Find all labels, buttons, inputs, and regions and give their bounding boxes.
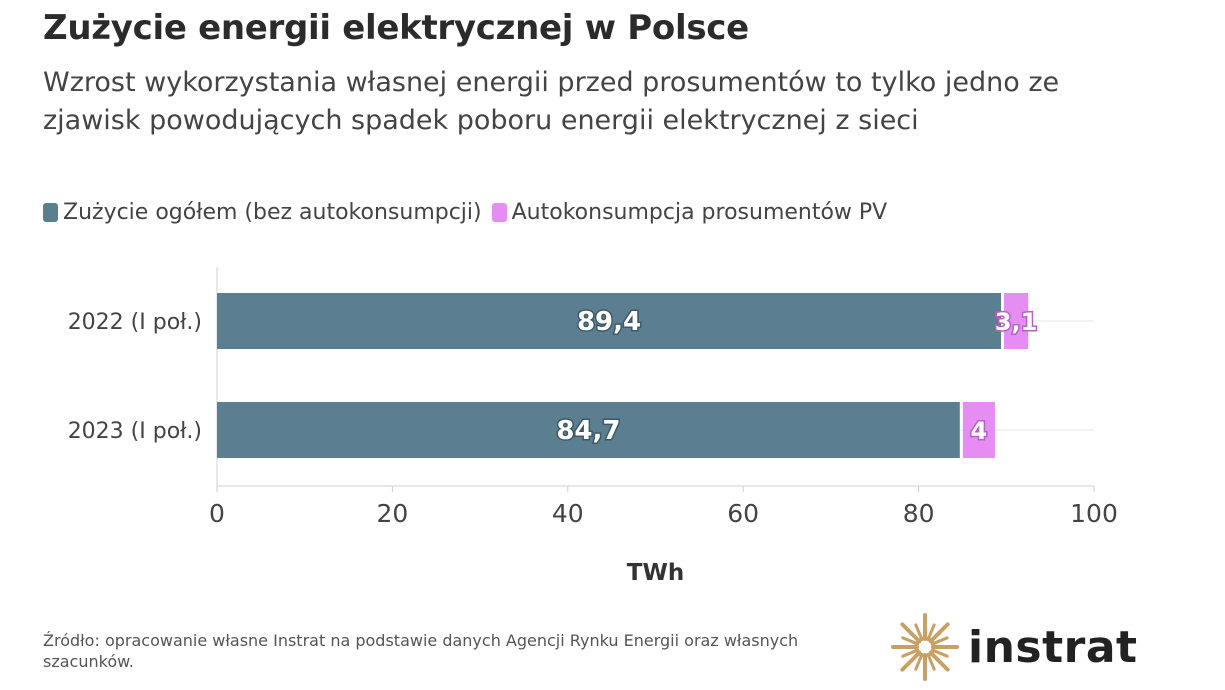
x-tick-label: 0 (209, 499, 225, 528)
logo-ray (930, 636, 949, 646)
logo-ray (914, 652, 924, 671)
logo-ray (926, 623, 936, 642)
bar-autoconsumption[interactable] (962, 402, 995, 458)
chart-legend: Zużycie ogółem (bez autokonsumpcji) Auto… (43, 200, 897, 225)
logo-text: instrat (968, 621, 1138, 673)
x-tick-label: 40 (552, 499, 584, 528)
chart-subtitle: Wzrost wykorzystania własnej energii prz… (43, 67, 1060, 136)
legend-label-total: Zużycie ogółem (bez autokonsumpcji) (63, 200, 482, 225)
logo-ray (926, 652, 936, 671)
logo-ray (901, 636, 920, 646)
instrat-logo: instrat (890, 612, 1138, 682)
logo-ray (900, 622, 922, 644)
x-tick-label: 100 (1070, 499, 1118, 528)
instrat-sun-logo-icon (891, 613, 959, 681)
logo-ray (914, 623, 924, 642)
legend-item-autoconsumption[interactable]: Autokonsumpcja prosumentów PV (491, 200, 888, 225)
x-tick-label: 20 (376, 499, 408, 528)
logo-ray (901, 648, 920, 658)
source-note: Źródło: opracowanie własne Instrat na po… (43, 631, 799, 671)
data-label: 89,4 (577, 307, 641, 337)
legend-swatch-total (43, 203, 58, 222)
bar-total[interactable] (217, 402, 960, 458)
legend-item-total[interactable]: Zużycie ogółem (bez autokonsumpcji) (43, 200, 482, 225)
chart-title: Zużycie energii elektrycznej w Polsce (43, 8, 749, 48)
category-label: 2022 (I poł.) (68, 310, 202, 335)
legend-label-autoconsumption: Autokonsumpcja prosumentów PV (511, 200, 888, 225)
logo-ray (928, 622, 950, 644)
logo-ray (930, 648, 949, 658)
bar-total[interactable] (217, 293, 1002, 349)
x-axis-title: TWh (627, 560, 684, 586)
x-tick-label: 80 (903, 499, 935, 528)
data-label: 4 (971, 417, 988, 445)
logo-ray (928, 650, 950, 672)
bar-chart: 0 20 40 60 80 100 TWh 2022 (I poł.) 2023 (I poł.… (68, 267, 1118, 586)
legend-swatch-autoconsumption (491, 203, 507, 222)
bar-autoconsumption[interactable] (1004, 293, 1029, 349)
data-label: 84,7 (556, 416, 620, 446)
logo-core (914, 636, 936, 658)
logo-ray (900, 650, 922, 672)
category-label: 2023 (I poł.) (68, 419, 202, 444)
data-label: 3,1 (995, 308, 1038, 336)
x-tick-label: 60 (727, 499, 759, 528)
